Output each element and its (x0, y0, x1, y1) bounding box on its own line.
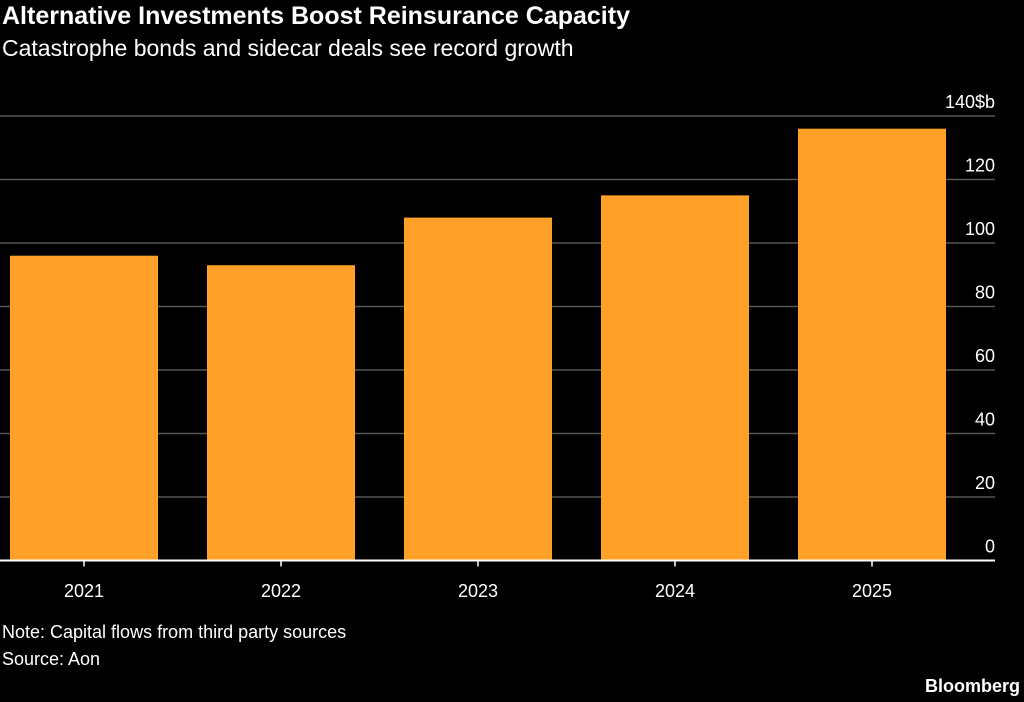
y-tick-label: 80 (975, 283, 995, 303)
chart-source: Source: Aon (2, 649, 101, 669)
bloomberg-logo: Bloomberg (924, 676, 1020, 696)
x-tick-label: 2025 (852, 581, 892, 601)
x-tick-label: 2021 (64, 581, 104, 601)
y-tick-label: 60 (975, 346, 995, 366)
bar-2023 (404, 217, 552, 561)
x-tick-label: 2023 (458, 581, 498, 601)
chart-note: Note: Capital flows from third party sou… (2, 622, 347, 642)
y-tick-label: 100 (965, 219, 995, 239)
y-tick-label: 20 (975, 473, 995, 493)
y-tick-label: 0 (985, 537, 995, 557)
bar-2024 (601, 195, 749, 561)
y-tick-label: 40 (975, 410, 995, 430)
chart-subtitle: Catastrophe bonds and sidecar deals see … (2, 35, 574, 61)
y-tick-label: 140$b (945, 92, 995, 112)
x-tick-label: 2022 (261, 581, 301, 601)
x-tick-label: 2024 (655, 581, 695, 601)
bar-2021 (10, 255, 158, 561)
chart-title: Alternative Investments Boost Reinsuranc… (2, 2, 630, 30)
bar-2022 (207, 265, 355, 561)
y-tick-label: 120 (965, 156, 995, 176)
bar-2025 (798, 128, 946, 561)
